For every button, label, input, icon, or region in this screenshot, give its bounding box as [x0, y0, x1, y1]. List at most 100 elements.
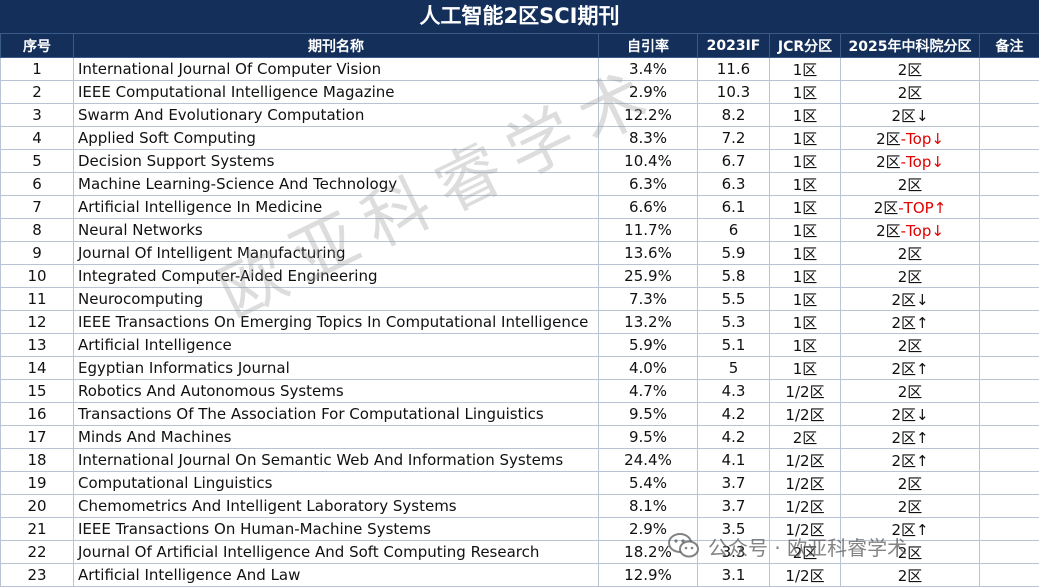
cas-zone: 2区 [897, 474, 923, 493]
cell-jcr: 1/2区 [769, 517, 841, 541]
cell-if: 10.3 [697, 80, 770, 104]
cell-if: 7.2 [697, 126, 770, 150]
cell-name: Integrated Computer-Aided Engineering [73, 264, 599, 288]
cas-zone: 2区↑ [891, 520, 929, 539]
cell-remark [979, 379, 1039, 403]
cell-no: 14 [0, 356, 74, 380]
cell-remark [979, 356, 1039, 380]
cell-cas: 2区↓ [840, 287, 980, 311]
table-row: 1 International Journal Of Computer Visio… [0, 57, 1039, 81]
cell-jcr: 1区 [769, 126, 841, 150]
cell-cas: 2区 [840, 172, 980, 196]
cell-if: 5.9 [697, 241, 770, 265]
cas-zone: 2区↑ [891, 428, 929, 447]
table-row: 18 International Journal On Semantic Web … [0, 448, 1039, 472]
cell-remark [979, 103, 1039, 127]
cell-cas: 2区-Top↓ [840, 218, 980, 242]
cas-zone: 2区 [897, 60, 923, 79]
table-row: 7 Artificial Intelligence In Medicine 6.6%… [0, 195, 1039, 219]
cas-zone: 2区 [873, 198, 899, 217]
cell-name: Neural Networks [73, 218, 599, 242]
table-row: 11 Neurocomputing 7.3% 5.5 1区 2区↓ [0, 287, 1039, 311]
cell-name: International Journal Of Computer Vision [73, 57, 599, 81]
cell-if: 4.3 [697, 379, 770, 403]
cell-name: Machine Learning-Science And Technology [73, 172, 599, 196]
cell-name: Transactions Of The Association For Comp… [73, 402, 599, 426]
cell-jcr: 1区 [769, 103, 841, 127]
cell-no: 6 [0, 172, 74, 196]
cell-name: Journal Of Artificial Intelligence And S… [73, 540, 599, 564]
cas-zone: 2区 [897, 543, 923, 562]
cell-if: 11.6 [697, 57, 770, 81]
cell-self-cite: 9.5% [598, 425, 698, 449]
cell-cas: 2区 [840, 57, 980, 81]
cell-cas: 2区↓ [840, 402, 980, 426]
cell-if: 3.1 [697, 563, 770, 587]
cell-self-cite: 2.9% [598, 80, 698, 104]
cell-self-cite: 6.3% [598, 172, 698, 196]
cell-remark [979, 126, 1039, 150]
cell-jcr: 1区 [769, 195, 841, 219]
table-row: 2 IEEE Computational Intelligence Magazin… [0, 80, 1039, 104]
cell-jcr: 1/2区 [769, 494, 841, 518]
cell-name: Neurocomputing [73, 287, 599, 311]
cell-if: 5.1 [697, 333, 770, 357]
cell-no: 7 [0, 195, 74, 219]
cas-zone: 2区 [897, 566, 923, 585]
cell-if: 3.7 [697, 471, 770, 495]
cell-cas: 2区↑ [840, 448, 980, 472]
cell-jcr: 1/2区 [769, 471, 841, 495]
cell-jcr: 1区 [769, 149, 841, 173]
cell-self-cite: 2.9% [598, 517, 698, 541]
cell-self-cite: 4.7% [598, 379, 698, 403]
table-row: 5 Decision Support Systems 10.4% 6.7 1区 2区-To… [0, 149, 1039, 173]
table-row: 23 Artificial Intelligence And Law 12.9% 3.… [0, 563, 1039, 587]
cell-jcr: 1/2区 [769, 563, 841, 587]
cell-jcr: 1区 [769, 241, 841, 265]
cell-no: 1 [0, 57, 74, 81]
cas-zone: 2区 [876, 129, 901, 148]
cell-self-cite: 12.9% [598, 563, 698, 587]
cell-no: 21 [0, 517, 74, 541]
cell-no: 3 [0, 103, 74, 127]
cell-no: 16 [0, 402, 74, 426]
cell-cas: 2区 [840, 241, 980, 265]
table-row: 19 Computational Linguistics 5.4% 3.7 1/2区 2区 [0, 471, 1039, 495]
cell-name: Artificial Intelligence [73, 333, 599, 357]
cell-name: Computational Linguistics [73, 471, 599, 495]
cell-remark [979, 172, 1039, 196]
cell-if: 4.1 [697, 448, 770, 472]
cell-if: 4.2 [697, 425, 770, 449]
table-row: 15 Robotics And Autonomous Systems 4.7% 4.3… [0, 379, 1039, 403]
cell-name: Minds And Machines [73, 425, 599, 449]
cell-no: 5 [0, 149, 74, 173]
cell-if: 6.1 [697, 195, 770, 219]
cell-jcr: 1/2区 [769, 448, 841, 472]
cell-cas: 2区↑ [840, 517, 980, 541]
table-row: 22 Journal Of Artificial Intelligence And… [0, 540, 1039, 564]
table-row: 12 IEEE Transactions On Emerging Topics I… [0, 310, 1039, 334]
column-header-jcr: JCR分区 [769, 33, 841, 58]
cell-no: 9 [0, 241, 74, 265]
cell-remark [979, 310, 1039, 334]
cell-self-cite: 5.4% [598, 471, 698, 495]
cell-jcr: 1区 [769, 57, 841, 81]
cell-name: IEEE Transactions On Emerging Topics In … [73, 310, 599, 334]
cell-remark [979, 287, 1039, 311]
cas-zone: 2区↑ [891, 313, 929, 332]
cell-cas: 2区↑ [840, 425, 980, 449]
cell-if: 6 [697, 218, 770, 242]
cell-no: 15 [0, 379, 74, 403]
cell-remark [979, 264, 1039, 288]
cell-self-cite: 12.2% [598, 103, 698, 127]
cell-no: 12 [0, 310, 74, 334]
cell-jcr: 1区 [769, 287, 841, 311]
table-row: 21 IEEE Transactions On Human-Machine Sys… [0, 517, 1039, 541]
cell-jcr: 1区 [769, 333, 841, 357]
column-header-no: 序号 [0, 33, 74, 58]
cell-no: 17 [0, 425, 74, 449]
cell-jcr: 1/2区 [769, 379, 841, 403]
cas-zone: 2区 [876, 152, 901, 171]
cell-self-cite: 25.9% [598, 264, 698, 288]
cas-zone: 2区↑ [891, 451, 929, 470]
